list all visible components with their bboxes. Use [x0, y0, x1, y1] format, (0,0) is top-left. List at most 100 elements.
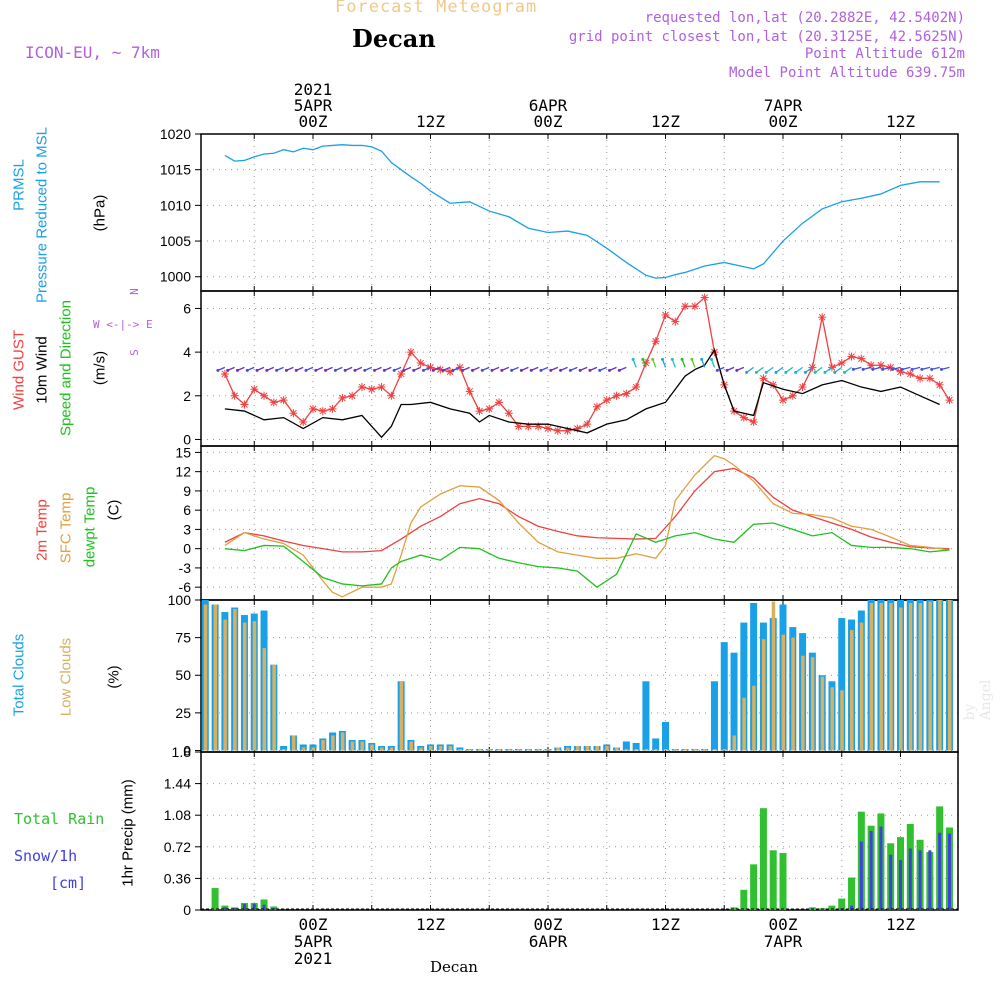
gust-marker	[935, 380, 944, 389]
wind-arrow-head	[529, 368, 533, 372]
y-tick-label: 9	[183, 483, 191, 499]
top-time-label: 7APR	[764, 96, 803, 115]
y-tick-label: 12	[175, 464, 191, 480]
total-cloud-bar	[622, 741, 630, 751]
wind-arrow-head	[559, 368, 563, 372]
wind-arrow-head	[284, 368, 288, 372]
wind-arrow-head	[735, 368, 739, 372]
gust-marker	[671, 317, 680, 326]
low-cloud-bar	[438, 745, 443, 751]
gust-marker	[592, 402, 601, 411]
low-cloud-bar	[458, 748, 462, 751]
gust-marker	[808, 363, 817, 372]
snow-bar	[859, 841, 863, 910]
low-cloud-bar	[321, 739, 325, 751]
wind-arrow-head	[314, 368, 318, 372]
wind-arrow-head	[275, 368, 279, 372]
wind-arrow-head	[353, 368, 357, 372]
low-cloud-bar	[213, 604, 218, 751]
wind-arrow-head	[343, 368, 347, 372]
location-name: Decan	[352, 24, 436, 53]
top-time-label: 12Z	[416, 112, 445, 131]
bottom-time-label: 2021	[294, 949, 333, 968]
snow-bar	[879, 826, 883, 910]
wind-arrow-head	[939, 367, 943, 371]
bottom-time-label: 00Z	[534, 915, 563, 934]
low-cloud-bar	[585, 745, 590, 751]
total-rain-label: Total Rain	[14, 810, 105, 828]
y-tick-label: 1.8	[172, 744, 192, 760]
wind-arrow-head	[510, 368, 514, 372]
wind-arrow-head	[651, 357, 655, 361]
snow-bar	[223, 907, 227, 910]
bottom-time-label: 7APR	[764, 932, 803, 951]
wind-arrow-head	[588, 368, 592, 372]
wind-arrow-head	[725, 368, 729, 372]
low-cloud-bar	[595, 745, 599, 751]
gust-marker	[573, 424, 582, 433]
gust-marker	[495, 398, 504, 407]
gust-marker	[602, 396, 611, 405]
gust-marker	[759, 374, 768, 383]
low-cloud-bar	[947, 600, 952, 751]
top-time-label: 2021	[294, 80, 333, 99]
wind-arrow-head	[402, 368, 406, 372]
total-cloud-bar	[309, 744, 317, 751]
wind-arrow-head	[431, 368, 435, 372]
gust-marker	[269, 398, 278, 407]
low-cloud-bar	[546, 748, 550, 751]
gust-marker	[220, 369, 229, 378]
t2m-line	[224, 467, 950, 553]
y-tick-label: 0	[183, 541, 191, 557]
low-cloud-bar	[291, 735, 296, 751]
wind-arrow-head	[441, 368, 445, 372]
pressure-line	[224, 144, 940, 279]
wind-arrow-head	[900, 367, 904, 371]
wind-arrow-head	[851, 367, 855, 371]
low-cloud-bar	[311, 747, 315, 751]
snow-bar	[233, 908, 237, 910]
low-cloud-bar	[203, 604, 208, 751]
panel-2: -6 -3 0 3 6 9 12 15	[175, 444, 959, 601]
low-cloud-bar	[350, 741, 355, 751]
y-tick-label: 1010	[160, 197, 191, 213]
low-cloud-bar	[370, 744, 374, 751]
low-cloud-bar	[918, 603, 923, 751]
gust-marker	[406, 348, 415, 357]
wind-arrow-head	[324, 368, 328, 372]
y-tick-label: 15	[175, 444, 191, 460]
y-tick-label: 100	[168, 592, 192, 608]
panel-0: 1000 1005 1010 1015 1020	[160, 126, 959, 292]
snow-bar	[889, 854, 893, 910]
low-cloud-bar	[223, 619, 227, 751]
panel-frame	[200, 133, 959, 292]
gust-marker	[397, 369, 406, 378]
wind-arrow-head	[774, 370, 778, 374]
wind-arrow-head	[764, 370, 768, 374]
low-cloud-bar	[722, 748, 727, 751]
wind-arrow-head	[910, 367, 914, 371]
y-tick-label: 6	[183, 502, 191, 518]
gust-marker	[867, 361, 876, 370]
snow-bar	[918, 850, 922, 910]
low-cloud-bar	[409, 741, 413, 751]
compass-we-label: W <-|-> E	[93, 318, 153, 331]
top-time-label: 6APR	[529, 96, 568, 115]
total-cloud-bar	[740, 622, 748, 751]
low-cloud-bar	[869, 603, 874, 751]
low-cloud-bar	[624, 748, 629, 751]
y-tick-label: 25	[175, 705, 191, 721]
low-cloud-bar	[830, 687, 834, 751]
gust-marker	[387, 391, 396, 400]
gust-marker	[426, 363, 435, 372]
gust-marker	[563, 426, 572, 435]
wind-arrow-head	[422, 368, 425, 372]
y-tick-label: 75	[175, 630, 191, 646]
wind-arrow-head	[304, 368, 308, 372]
wind-arrow-head	[470, 368, 474, 372]
wind-arrow-head	[363, 368, 367, 372]
gust-marker	[240, 400, 249, 409]
rain-bar	[730, 907, 738, 910]
wind-arrow-head	[539, 368, 543, 372]
low-cloud-bar	[566, 747, 570, 751]
